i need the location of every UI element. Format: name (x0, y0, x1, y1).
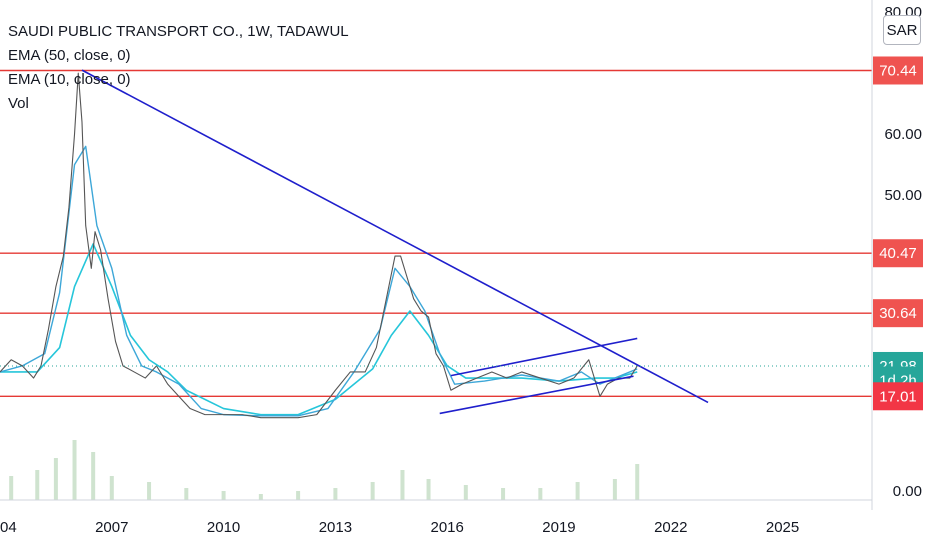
ema50-line (0, 243, 638, 416)
volume-bar (538, 488, 543, 500)
volume-bar (9, 476, 14, 500)
volume-bar (370, 482, 375, 500)
volume-bar (463, 485, 468, 500)
price-line (0, 72, 638, 419)
price-label-badge (873, 239, 923, 268)
time-tick-label: 2022 (654, 519, 687, 536)
volume-bar (400, 470, 405, 500)
price-label-badge (873, 382, 923, 411)
price-tick-label: 60.00 (884, 126, 922, 143)
ema10-series (0, 145, 638, 417)
symbol-title[interactable]: SAUDI PUBLIC TRANSPORT CO., 1W, TADAWUL (8, 23, 349, 40)
volume-bar (635, 464, 640, 500)
ema10-legend[interactable]: EMA (10, close, 0) (8, 71, 131, 88)
volume-bar (91, 452, 96, 500)
price-label-badge-text: 17.01 (879, 388, 917, 405)
volume-bar (575, 482, 580, 500)
price-label-badge-text: 30.64 (879, 305, 917, 322)
trendlines (81, 69, 709, 415)
volume-series (9, 440, 640, 500)
price-label-badge (873, 56, 923, 85)
time-tick-label: 2007 (95, 519, 128, 536)
trendline (450, 337, 638, 377)
volume-bar (333, 488, 338, 500)
volume-legend[interactable]: Vol (8, 95, 29, 112)
volume-bar (109, 476, 114, 500)
time-tick-label: 2010 (207, 519, 240, 536)
volume-bar (147, 482, 152, 500)
volume-bar (221, 491, 226, 500)
volume-bar (53, 458, 58, 500)
trendline (81, 69, 709, 404)
volume-bar (426, 479, 431, 500)
volume-bar (258, 494, 263, 500)
price-label-badge-text: 40.47 (879, 245, 917, 262)
chart-legend: SAUDI PUBLIC TRANSPORT CO., 1W, TADAWUL … (8, 20, 349, 116)
time-tick-label: 2004 (0, 519, 17, 536)
time-axis[interactable]: 2004 2007 2010 2013 2016 2019 2022 2025 (0, 519, 799, 536)
volume-bar (612, 479, 617, 500)
price-tick-label: 50.00 (884, 187, 922, 204)
ema50-legend[interactable]: EMA (50, close, 0) (8, 47, 131, 64)
time-tick-label: 2019 (542, 519, 575, 536)
volume-bar (501, 488, 506, 500)
time-tick-label: 2025 (766, 519, 799, 536)
price-series (0, 72, 638, 419)
volume-bar (296, 491, 301, 500)
price-label-badge (873, 299, 923, 328)
currency-button[interactable]: SAR (883, 15, 921, 45)
horizontal-levels (0, 69, 872, 397)
time-tick-label: 2016 (430, 519, 463, 536)
volume-bar (72, 440, 77, 500)
time-tick-label: 2013 (319, 519, 352, 536)
volume-bar (184, 488, 189, 500)
volume-bar (35, 470, 40, 500)
ema50-series (0, 243, 638, 416)
price-tick-label: 0.00 (893, 483, 922, 500)
trendline (439, 375, 634, 415)
ema10-line (0, 145, 638, 417)
price-label-badge-text: 70.44 (879, 62, 917, 79)
